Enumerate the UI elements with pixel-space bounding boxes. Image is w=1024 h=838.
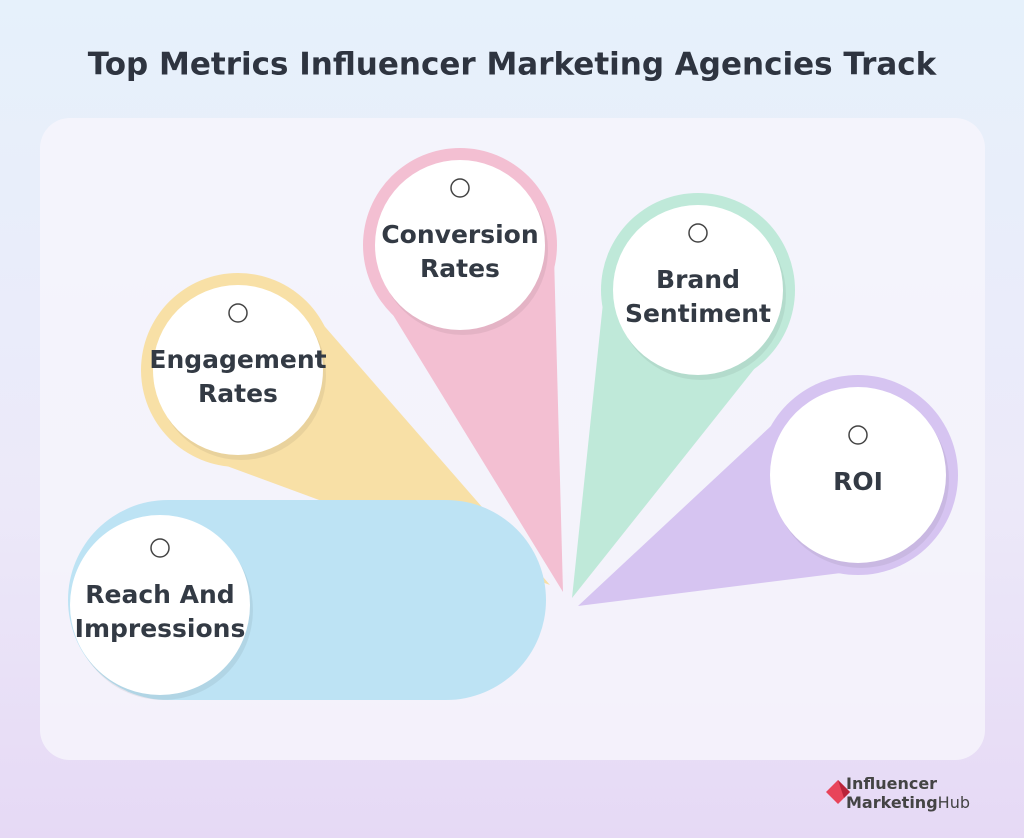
logo: Influencer MarketingHub [826,774,970,812]
logo-line2b: Hub [938,793,970,812]
logo-line2: MarketingHub [846,793,970,812]
metric-icon [228,303,248,323]
metric-circle [770,387,946,563]
metric-icon [450,178,470,198]
metric-label: Reach And [85,580,234,609]
logo-line2a: Marketing [846,793,938,812]
metric-icon [150,538,170,558]
metric-label: Brand [656,265,740,294]
metric-label: Rates [198,379,278,408]
metric-circle [375,160,545,330]
metric-label: Sentiment [625,299,771,328]
metric-icon [848,425,868,445]
metric-label: Rates [420,254,500,283]
metric-circle [153,285,323,455]
logo-line1: Influencer [846,774,937,793]
logo-mark-shade [838,780,850,798]
metric-label: ROI [833,467,883,496]
metric-circle [70,515,250,695]
metric-icon [688,223,708,243]
metric-label: Impressions [75,614,246,643]
metric-label: Conversion [381,220,538,249]
title: Top Metrics Influencer Marketing Agencie… [88,47,938,83]
metric-label: Engagement [149,345,326,374]
metric-circle [613,205,783,375]
